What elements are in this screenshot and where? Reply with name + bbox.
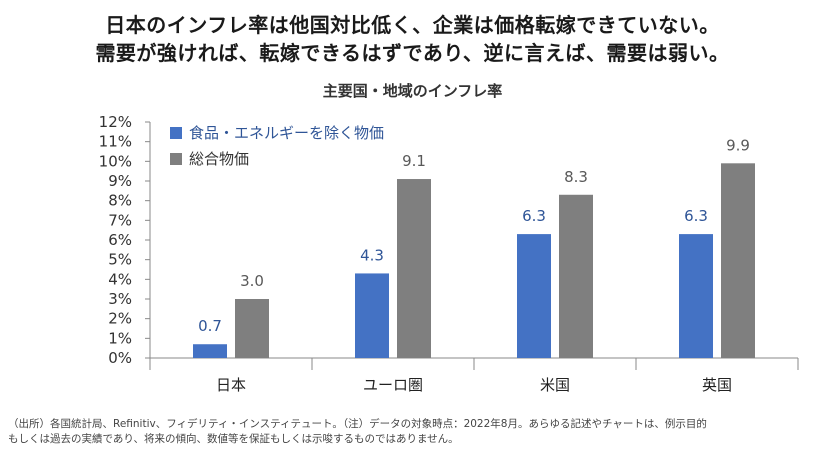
y-tick-label: 12%: [99, 113, 132, 131]
bar-core-2: [517, 234, 551, 358]
x-tick-label: 米国: [540, 376, 570, 394]
footnote-line-2: もしくは過去の実績であり、将来の傾向、数値等を保証もしくは示唆するものではありま…: [8, 433, 459, 445]
y-tick-label: 10%: [99, 152, 132, 170]
chart-title: 主要国・地域のインフレ率: [322, 82, 503, 100]
y-tick-label: 4%: [108, 270, 132, 288]
bar-headline-1: [397, 179, 431, 358]
x-tick-label: 日本: [216, 376, 246, 394]
y-tick-label: 6%: [108, 231, 132, 249]
y-tick-label: 0%: [108, 349, 132, 367]
y-tick-label: 1%: [108, 329, 132, 347]
legend-label: 食品・エネルギーを除く物価: [189, 124, 384, 142]
bar-headline-3: [721, 163, 755, 358]
data-label: 8.3: [564, 168, 588, 186]
data-label: 3.0: [240, 272, 264, 290]
x-tick-label: ユーロ圏: [363, 376, 423, 394]
headline-line-1: 日本のインフレ率は他国対比低く、企業は価格転嫁できていない。: [105, 13, 720, 37]
bar-core-0: [193, 344, 227, 358]
y-tick-label: 11%: [99, 133, 132, 151]
data-label: 6.3: [684, 207, 708, 225]
headline-line-2: 需要が強ければ、転嫁できるはずであり、逆に言えば、需要は弱い。: [95, 41, 730, 65]
legend-swatch: [170, 127, 182, 139]
bar-core-1: [355, 273, 389, 358]
y-tick-label: 5%: [108, 251, 132, 269]
y-tick-label: 2%: [108, 310, 132, 328]
bar-core-3: [679, 234, 713, 358]
x-tick-label: 英国: [702, 376, 732, 394]
y-tick-label: 7%: [108, 211, 132, 229]
bar-chart: 0% 1%2% 3% 4%5% 6% 7%8% 9% 10%11% 12% 0.7 3.0 日本 4.3…: [99, 113, 799, 394]
bar-headline-0: [235, 299, 269, 358]
data-label: 6.3: [522, 207, 546, 225]
bar-headline-2: [559, 194, 593, 358]
data-label: 4.3: [360, 246, 384, 264]
legend-label: 総合物価: [189, 150, 249, 168]
footnote-line-1: （出所）各国統計局、Refinitiv、フィデリティ・インスティテュート。（注）…: [8, 418, 707, 430]
data-label: 9.1: [402, 152, 426, 170]
y-tick-label: 9%: [108, 172, 132, 190]
y-tick-label: 8%: [108, 192, 132, 210]
data-label: 0.7: [198, 317, 222, 335]
y-tick-label: 3%: [108, 290, 132, 308]
data-label: 9.9: [726, 136, 750, 154]
legend-swatch: [170, 153, 182, 165]
